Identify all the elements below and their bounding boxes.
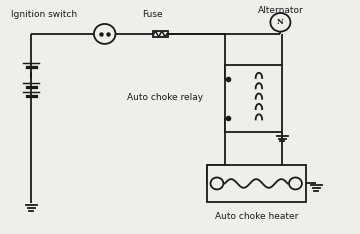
Text: Fuse: Fuse [142, 10, 163, 19]
Text: Ignition switch: Ignition switch [12, 10, 77, 19]
Text: Auto choke relay: Auto choke relay [127, 93, 203, 102]
Bar [207, 165, 306, 202]
Text: N: N [277, 18, 284, 26]
Bar [153, 31, 168, 37]
Text: Alternator: Alternator [258, 6, 304, 15]
Bar [225, 66, 282, 132]
Text: Auto choke heater: Auto choke heater [215, 212, 299, 221]
